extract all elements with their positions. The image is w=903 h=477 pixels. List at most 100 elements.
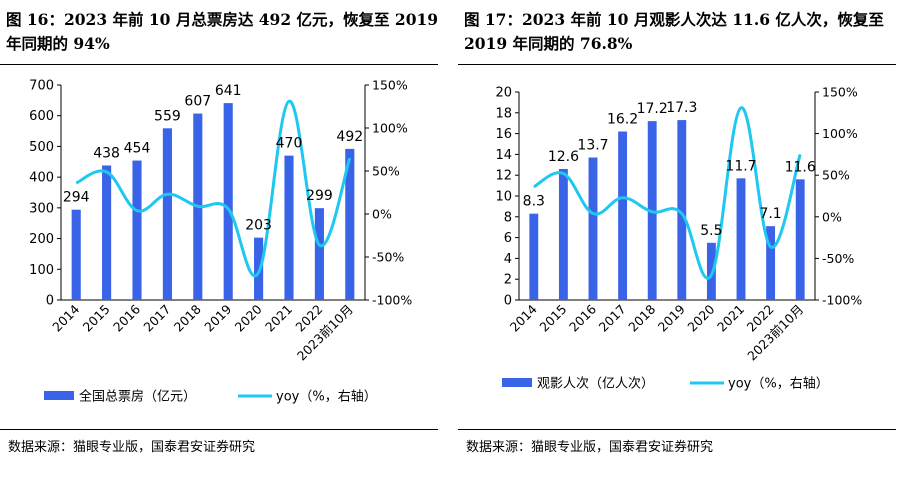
yoy-line [75,99,352,278]
top-rule [0,64,438,65]
chart-title: 图 17：2023 年前 10 月观影人次达 11.6 亿人次，恢复至 2019… [464,10,884,53]
bar-data-label: 294 [63,190,90,206]
x-tick-label: 2015 [536,302,569,335]
x-tick-label: 2017 [596,302,629,335]
bar-data-label: 11.7 [725,158,756,174]
bar-data-label: 454 [124,141,151,157]
x-tick-label: 2019 [655,301,688,334]
bar [345,148,355,300]
right-tick-label: 0% [822,209,842,224]
left-tick-label: 100 [29,263,54,278]
left-tick-label: 20 [495,86,512,101]
bar-data-label: 607 [184,94,211,110]
bar-data-label: 17.3 [666,100,697,116]
bar-data-label: 11.6 [785,159,816,175]
bar [162,128,172,300]
bar-data-label: 7.1 [759,206,781,222]
x-tick-label: 2019 [201,301,234,334]
bar-data-label: 203 [245,218,272,234]
bar-data-label: 13.7 [577,138,608,154]
right-tick-label: 100% [822,126,858,141]
left-tick-label: 600 [29,109,54,124]
right-tick-label: -50% [822,251,854,266]
bottom-rule [458,429,896,430]
bar [314,208,324,300]
left-tick-label: 0 [46,294,54,309]
legend-bar-label: 观影人次（亿人次） [537,376,654,392]
left-tick-label: 12 [495,169,512,184]
panel-box-office: 图 16：2023 年前 10 月总票房达 492 亿元，恢复至 2019 年同… [0,0,445,477]
bar [677,120,687,300]
right-tick-label: 50% [822,168,850,183]
bar [102,165,112,300]
bar [284,155,294,300]
x-tick-label: 2018 [625,301,658,334]
x-tick-label: 2021 [262,302,295,335]
right-tick-label: -50% [372,250,404,265]
left-tick-label: 14 [495,148,512,163]
x-tick-label: 2018 [171,301,204,334]
left-tick-label: 8 [504,210,512,225]
bar [529,213,539,300]
top-rule [458,64,896,65]
left-tick-label: 300 [29,201,54,216]
x-tick-label: 2016 [110,301,143,334]
right-tick-label: 50% [372,164,400,179]
bar [795,179,805,300]
left-tick-label: 0 [504,294,512,309]
left-tick-label: 700 [29,79,54,94]
bottom-rule [0,429,438,430]
right-tick-label: 0% [372,207,392,222]
bar-data-label: 492 [336,129,363,145]
bar-data-label: 8.3 [523,194,545,210]
bar [223,103,233,300]
x-tick-label: 2015 [80,302,113,335]
box-office-chart: 0 100 200 300 400 500 600 700 -100% -50% 0% 50% 100%… [29,78,412,405]
bar [558,168,568,300]
left-tick-label: 500 [29,140,54,155]
bar-data-label: 641 [215,83,242,99]
bar-data-label: 559 [154,108,181,124]
bar-data-label: 5.5 [700,223,722,239]
source-note: 数据来源：猫眼专业版，国泰君安证券研究 [8,440,256,455]
bar-data-label: 438 [93,145,120,161]
legend-bar-swatch [502,378,532,387]
left-tick-label: 2 [504,273,512,288]
right-tick-label: 150% [372,78,408,93]
bar [132,160,142,300]
chart-title: 图 16：2023 年前 10 月总票房达 492 亿元，恢复至 2019 年同… [6,10,439,53]
right-tick-label: -100% [372,293,412,308]
source-note: 数据来源：猫眼专业版，国泰君安证券研究 [466,440,714,455]
bar [736,178,746,300]
left-tick-label: 10 [495,190,512,205]
bar-data-label: 17.2 [637,101,668,117]
bar [618,131,628,300]
x-tick-label: 2014 [49,301,82,334]
legend-bar-label: 全国总票房（亿元） [79,389,196,405]
bar-data-label: 16.2 [607,112,638,128]
legend-line-label: yoy（%，右轴） [276,390,377,405]
x-tick-label: 2020 [684,301,717,334]
x-tick-label: 2020 [232,301,265,334]
admissions-chart: 0 2 4 6 8 10 12 14 16 18 20 -100% -50% 0% 50% 100% 150% 2… [495,85,862,392]
left-tick-label: 16 [495,127,512,142]
left-tick-label: 4 [504,252,512,267]
x-tick-label: 2021 [714,302,747,335]
right-tick-label: 150% [822,85,858,100]
bar-data-label: 470 [276,136,303,152]
right-tick-label: 100% [372,121,408,136]
left-tick-label: 18 [495,106,512,121]
bar [588,157,598,300]
x-tick-label: 2017 [140,302,173,335]
right-tick-label: -100% [822,293,862,308]
x-tick-label: 2016 [566,301,599,334]
bar [766,226,776,300]
legend-line-label: yoy（%，右轴） [728,377,829,392]
bar [71,209,81,300]
bar-data-label: 12.6 [548,149,579,165]
yoy-line [533,106,802,280]
left-tick-label: 400 [29,171,54,186]
legend-bar-swatch [44,391,74,400]
left-tick-label: 200 [29,232,54,247]
bar-data-label: 299 [306,188,333,204]
